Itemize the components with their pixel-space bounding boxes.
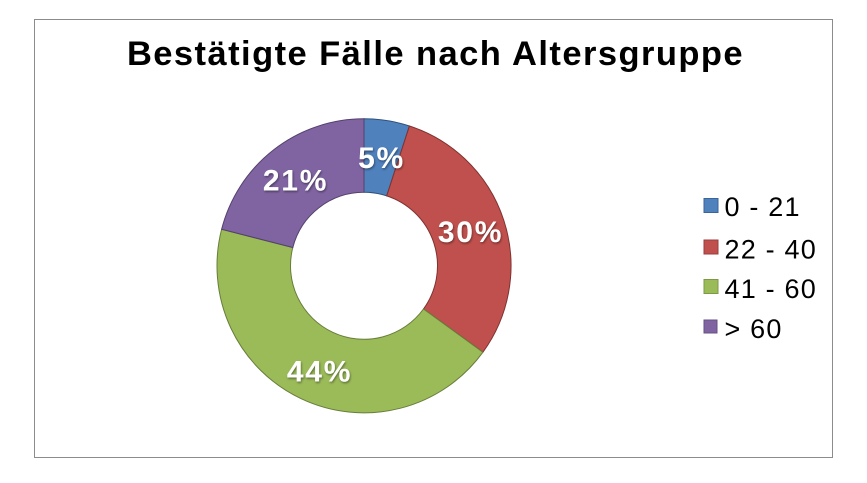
svg-text:41 - 60: 41 - 60: [725, 274, 817, 304]
svg-text:5%: 5%: [358, 142, 405, 175]
svg-text:> 60: > 60: [725, 314, 783, 344]
svg-text:30%: 30%: [438, 216, 503, 249]
svg-text:Bestätigte Fälle nach Altersgr: Bestätigte Fälle nach Altersgruppe: [127, 35, 744, 73]
svg-text:0 - 21: 0 - 21: [725, 192, 801, 222]
svg-text:21%: 21%: [263, 164, 328, 197]
svg-text:22 - 40: 22 - 40: [725, 234, 817, 264]
svg-text:44%: 44%: [287, 355, 352, 388]
